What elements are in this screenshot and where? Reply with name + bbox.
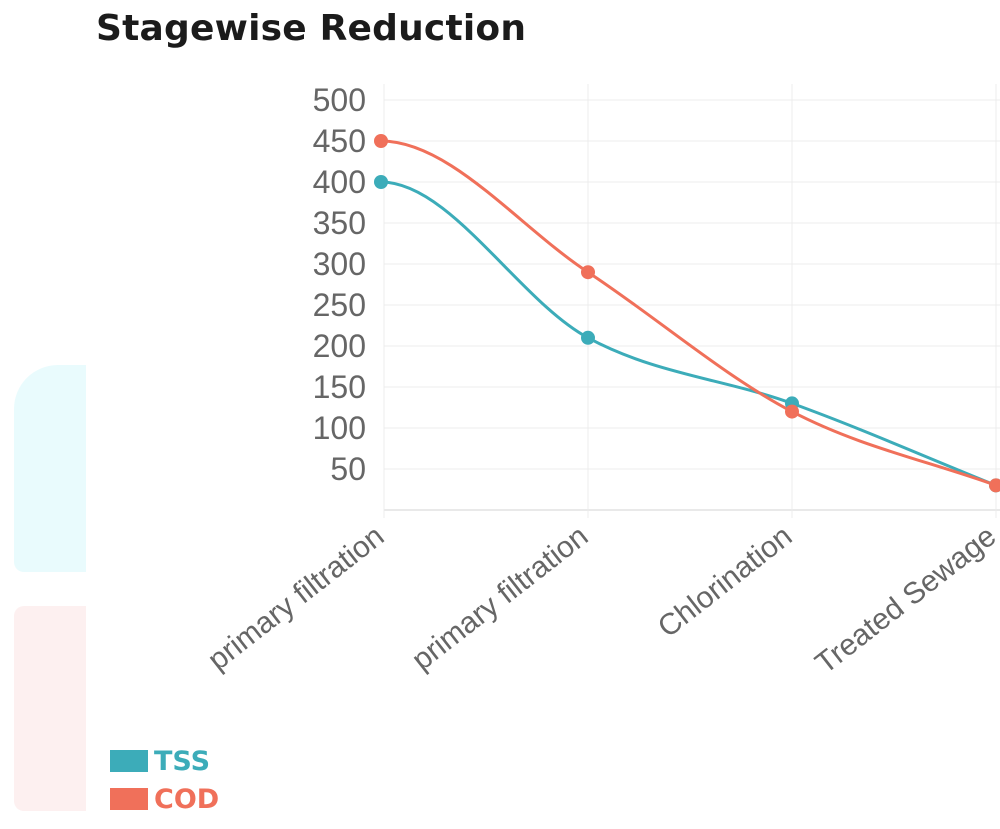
x-axis: primary filtration primary filtration Chlo… xyxy=(202,520,1000,681)
legend: TSS COD xyxy=(110,742,219,818)
y-tick-label: 450 xyxy=(313,123,366,159)
legend-item-tss[interactable]: TSS xyxy=(110,742,219,780)
legend-label-cod: COD xyxy=(154,783,220,815)
y-axis: 50 100 150 200 250 300 350 400 450 500 xyxy=(313,82,366,487)
data-point-cod[interactable] xyxy=(581,265,595,280)
legend-swatch-cod xyxy=(110,788,148,810)
x-tick-label: primary filtration xyxy=(202,520,390,677)
y-tick-label: 50 xyxy=(330,451,366,487)
background-decoration-red xyxy=(14,606,86,811)
y-tick-label: 200 xyxy=(313,328,366,364)
legend-item-cod[interactable]: COD xyxy=(110,780,219,818)
background-decoration-cyan xyxy=(14,365,86,572)
x-tick-label: Chlorination xyxy=(652,520,798,645)
y-tick-label: 400 xyxy=(313,164,366,200)
series-points xyxy=(374,134,1000,493)
y-tick-label: 500 xyxy=(313,82,366,118)
legend-swatch-tss xyxy=(110,750,148,772)
data-point-cod[interactable] xyxy=(785,404,799,419)
data-point-tss[interactable] xyxy=(374,175,388,189)
y-tick-label: 350 xyxy=(313,205,366,241)
data-point-tss[interactable] xyxy=(581,330,595,345)
y-tick-label: 300 xyxy=(313,246,366,282)
series-lines xyxy=(380,139,997,487)
data-point-cod[interactable] xyxy=(989,478,1000,493)
series-line-cod xyxy=(380,139,997,487)
chart-title: Stagewise Reduction xyxy=(96,8,527,49)
y-tick-label: 250 xyxy=(313,287,366,323)
x-tick-label: Treated Sewage xyxy=(809,520,1000,681)
x-tick-label: primary filtration xyxy=(406,520,594,677)
y-tick-label: 100 xyxy=(313,410,366,446)
y-tick-label: 150 xyxy=(313,369,366,405)
grid xyxy=(383,84,1000,518)
data-point-cod[interactable] xyxy=(374,134,388,148)
series-line-tss xyxy=(380,180,997,487)
legend-label-tss: TSS xyxy=(154,745,211,777)
